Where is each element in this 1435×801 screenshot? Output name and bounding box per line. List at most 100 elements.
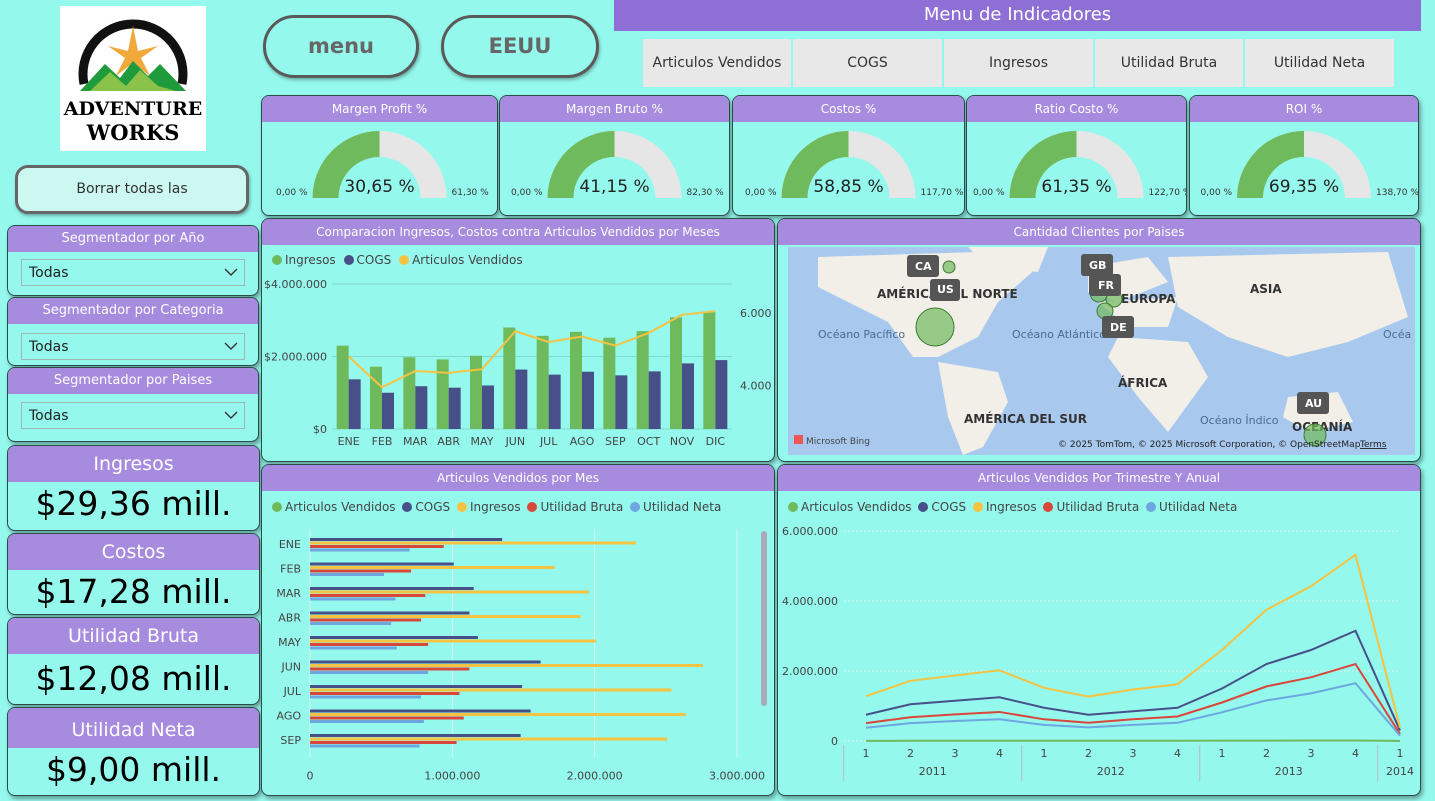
bar-cogs[interactable] [310, 709, 531, 713]
bar-cogs[interactable] [548, 374, 561, 429]
line-ingresos[interactable] [865, 553, 1401, 728]
bar-cogs[interactable] [310, 538, 503, 541]
bar-ingresos[interactable] [503, 327, 516, 430]
bar-utilidad-bruta[interactable] [310, 618, 422, 622]
bar-ingresos[interactable] [670, 317, 682, 429]
y-tick-label: 4.000.000 [782, 595, 838, 608]
gauge-svg: 61,35 % 0,00 % 122,70 % [973, 131, 1187, 199]
bar-ingresos[interactable] [310, 590, 589, 594]
bar-ingresos[interactable] [570, 331, 582, 429]
bar-utilidad-bruta[interactable] [310, 692, 460, 695]
bar-ingresos[interactable] [603, 337, 616, 429]
tab-utilidad-bruta[interactable]: Utilidad Bruta [1095, 39, 1243, 87]
bar-ingresos[interactable] [636, 331, 649, 429]
bar-utilidad-bruta[interactable] [310, 643, 429, 646]
bar-cogs[interactable] [310, 611, 470, 615]
bar-utilidad-bruta[interactable] [310, 741, 457, 744]
line-utilidad-bruta[interactable] [865, 662, 1401, 735]
bar-cogs[interactable] [415, 386, 428, 429]
slicer-category-title: Segmentador por Categoria [8, 298, 258, 324]
menu-button[interactable]: menu [263, 15, 419, 78]
bar-cogs[interactable] [582, 371, 594, 429]
line-articulos-vendidos[interactable] [347, 310, 716, 389]
bar-cogs[interactable] [310, 562, 454, 566]
bar-cogs[interactable] [648, 371, 661, 429]
gauge-max: 122,70 % [1149, 188, 1187, 198]
bar-cogs[interactable] [310, 660, 541, 664]
bar-cogs[interactable] [615, 375, 628, 429]
x-tick-label: JUN [505, 435, 526, 448]
bar-cogs[interactable] [382, 392, 394, 429]
tab-articulos-vendidos[interactable]: Articulos Vendidos [643, 39, 791, 87]
bar-cogs[interactable] [682, 363, 694, 429]
bubble-ca[interactable] [942, 260, 956, 274]
gauge-min: 0,00 % [276, 188, 308, 198]
bar-ingresos[interactable] [336, 345, 349, 429]
bar-cogs[interactable] [715, 360, 728, 429]
bar-utilidad-bruta[interactable] [310, 594, 426, 597]
country-button[interactable]: EEUU [441, 15, 599, 78]
bar-ingresos[interactable] [310, 713, 686, 716]
hbar-scrollbar[interactable] [761, 531, 767, 706]
bar-utilidad-neta[interactable] [310, 671, 429, 674]
gauge-min: 0,00 % [745, 188, 777, 198]
y-tick-label: $0 [313, 423, 327, 436]
map-label-africa: ÁFRICA [1118, 375, 1168, 390]
bar-utilidad-bruta[interactable] [310, 569, 412, 573]
bar-ingresos[interactable] [436, 359, 449, 429]
bar-utilidad-bruta[interactable] [310, 667, 470, 671]
bar-cogs[interactable] [448, 387, 461, 429]
bar-utilidad-neta[interactable] [310, 622, 392, 625]
bar-ingresos[interactable] [536, 335, 549, 429]
bar-utilidad-neta[interactable] [310, 548, 410, 552]
bar-cogs[interactable] [310, 734, 521, 737]
bar-ingresos[interactable] [703, 311, 716, 429]
bar-utilidad-neta[interactable] [310, 744, 420, 748]
bar-ingresos[interactable] [310, 566, 555, 569]
y-tick-label: FEB [280, 563, 301, 576]
chevron-down-icon [224, 342, 238, 350]
bar-utilidad-neta[interactable] [310, 720, 424, 723]
bar-ingresos[interactable] [310, 639, 597, 643]
bar-utilidad-bruta[interactable] [310, 716, 464, 720]
map-tag-de: DE [1110, 321, 1127, 334]
bar-cogs[interactable] [348, 379, 361, 429]
bar-ingresos[interactable] [310, 688, 672, 692]
tab-cogs[interactable]: COGS [793, 39, 942, 87]
bar-utilidad-bruta[interactable] [310, 545, 444, 548]
bar-cogs[interactable] [515, 369, 528, 429]
tab-utilidad-neta[interactable]: Utilidad Neta [1245, 39, 1394, 87]
bar-cogs[interactable] [310, 636, 478, 639]
slicer-country-dropdown[interactable]: Todas [21, 402, 245, 429]
tab-ingresos[interactable]: Ingresos [944, 39, 1093, 87]
slicer-year-dropdown[interactable]: Todas [21, 259, 245, 286]
bar-ingresos[interactable] [310, 664, 703, 667]
bar-cogs[interactable] [310, 685, 523, 688]
bar-utilidad-neta[interactable] [310, 695, 422, 699]
world-map[interactable]: AMÉRICA DEL NORTE EUROPA ASIA ÁFRICA AMÉ… [788, 247, 1415, 455]
bar-ingresos[interactable] [370, 366, 382, 429]
line-cogs[interactable] [865, 629, 1401, 731]
line-utilidad-neta[interactable] [865, 682, 1401, 737]
map-terms-link[interactable]: Terms [1359, 440, 1387, 450]
bubble-au[interactable] [1303, 423, 1327, 447]
bar-ingresos[interactable] [470, 355, 482, 429]
slicer-category-dropdown[interactable]: Todas [21, 333, 245, 360]
line-articulos-vendidos[interactable] [865, 739, 1401, 742]
bubble-us[interactable] [915, 307, 955, 347]
bar-ingresos[interactable] [310, 737, 668, 741]
gauge-fill [1009, 131, 1078, 199]
x-tick-label: 1 [1041, 747, 1048, 760]
bar-utilidad-neta[interactable] [310, 573, 385, 576]
bar-utilidad-neta[interactable] [310, 597, 396, 601]
legend-label: COGS [415, 500, 451, 514]
bar-ingresos[interactable] [310, 541, 636, 545]
clear-slicers-button[interactable]: Borrar todas las segmentaciones [15, 165, 249, 240]
bar-ingresos[interactable] [310, 615, 581, 618]
x-tick-label: AGO [570, 435, 595, 448]
bar-ingresos[interactable] [403, 357, 416, 429]
combo-chart: $0 $2.000.000 $4.000.000 4.000 6.000 ENE FEB MA… [264, 278, 771, 448]
bar-cogs[interactable] [310, 587, 474, 590]
bar-cogs[interactable] [482, 385, 494, 430]
bar-utilidad-neta[interactable] [310, 646, 397, 650]
